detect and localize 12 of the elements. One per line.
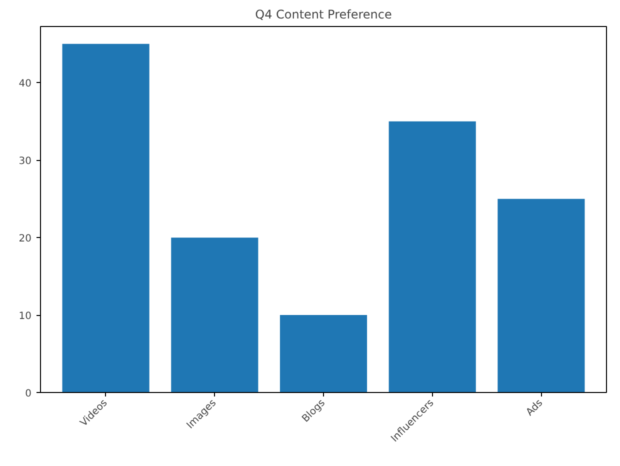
y-tick-label: 10 [18, 311, 32, 322]
y-tick-label: 40 [18, 78, 32, 90]
bar [388, 121, 476, 392]
bar [171, 238, 258, 392]
y-tick-label: 20 [18, 234, 32, 245]
bar [62, 44, 150, 392]
bar [280, 315, 368, 392]
chart-title: Q4 Content Preference [255, 8, 392, 22]
bar [498, 198, 585, 392]
x-tick-label: Ads [524, 398, 546, 418]
y-tick-label: 0 [25, 388, 32, 400]
y-tick-label: 30 [18, 156, 32, 168]
